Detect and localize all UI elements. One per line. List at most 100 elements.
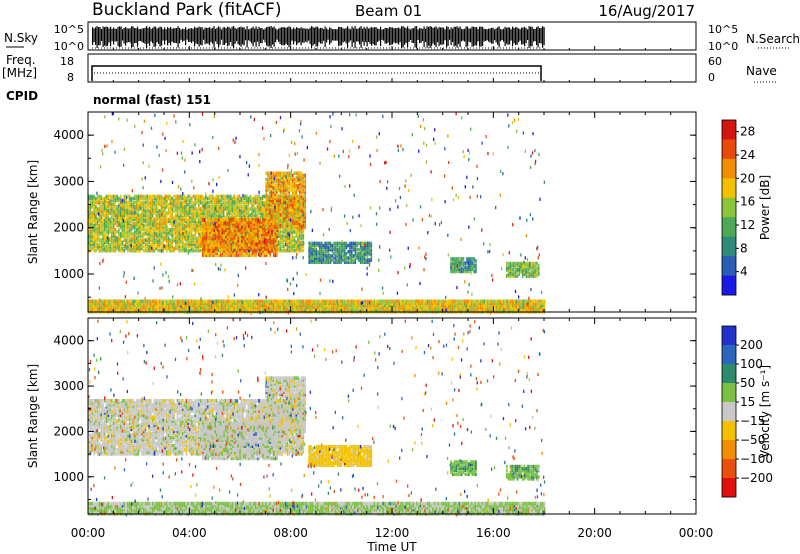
data-cell	[288, 238, 290, 242]
data-cell	[95, 244, 97, 249]
data-cell	[267, 228, 270, 233]
data-cell	[262, 240, 264, 245]
data-cell	[237, 230, 240, 235]
data-cell	[295, 171, 298, 176]
data-cell	[111, 202, 113, 207]
data-cell	[190, 236, 193, 240]
data-cell	[174, 236, 177, 240]
data-cell	[187, 213, 189, 217]
data-cell	[225, 228, 227, 233]
data-cell	[166, 221, 168, 226]
data-cell	[137, 232, 140, 236]
data-cell	[235, 202, 237, 207]
data-cell	[268, 192, 271, 196]
data-cell	[153, 227, 156, 232]
nsky-bar	[93, 28, 95, 43]
data-cell	[162, 207, 165, 211]
data-cell	[118, 238, 120, 242]
data-cell	[100, 232, 103, 236]
nsky-bar	[503, 28, 505, 42]
data-cell	[466, 257, 468, 261]
data-cell	[114, 246, 117, 251]
data-cell	[148, 234, 150, 238]
data-cell	[277, 179, 280, 184]
data-cell	[462, 267, 465, 272]
nsky-bar	[434, 27, 436, 46]
data-cell	[279, 173, 282, 178]
data-cell	[107, 217, 110, 222]
data-cell	[111, 219, 113, 224]
data-cell	[274, 179, 276, 184]
data-cell	[236, 213, 239, 217]
data-cell	[297, 246, 299, 251]
data-cell	[91, 234, 94, 238]
data-cell	[267, 236, 269, 240]
nsky-bar	[305, 28, 307, 42]
data-cell	[241, 230, 243, 235]
data-cell	[253, 249, 256, 253]
nsky-bar	[314, 27, 316, 44]
data-cell	[216, 226, 218, 230]
data-cell	[93, 198, 95, 203]
data-cell	[137, 244, 140, 249]
data-cell	[178, 244, 181, 249]
data-cell	[279, 240, 282, 245]
data-cell	[256, 198, 259, 203]
data-cell	[116, 244, 118, 249]
nsky-bar	[171, 28, 173, 42]
data-cell	[207, 234, 209, 239]
data-cell	[176, 213, 179, 217]
nsky-bar	[509, 27, 511, 45]
data-cell	[208, 211, 211, 215]
data-cell	[139, 213, 142, 217]
data-cell	[221, 228, 224, 233]
data-cell	[268, 198, 271, 203]
data-cell	[258, 243, 261, 247]
nsky-bar	[300, 27, 302, 46]
data-cell	[293, 244, 296, 249]
data-cell	[209, 226, 211, 230]
data-cell	[189, 217, 191, 222]
data-cell	[173, 232, 175, 236]
data-cell	[223, 238, 225, 243]
data-cell	[237, 236, 240, 241]
data-cell	[142, 211, 145, 215]
data-cell	[119, 225, 122, 230]
nsky-bar	[177, 26, 179, 48]
data-cell	[471, 261, 474, 265]
data-cell	[185, 238, 188, 242]
nsky-bar	[510, 29, 512, 41]
data-cell	[205, 228, 208, 233]
data-cell	[132, 246, 134, 251]
data-cell	[260, 243, 263, 247]
nsky-bar	[197, 27, 199, 45]
data-cell	[201, 215, 204, 220]
data-cell	[103, 209, 106, 213]
data-cell	[263, 194, 266, 199]
data-cell	[304, 179, 306, 184]
data-cell	[205, 194, 207, 199]
data-cell	[260, 251, 263, 255]
data-cell	[127, 215, 129, 220]
data-cell	[228, 205, 230, 209]
data-cell	[235, 209, 237, 213]
data-cell	[107, 238, 110, 242]
data-cell	[291, 208, 294, 213]
data-cell	[219, 253, 222, 258]
data-cell	[241, 218, 243, 222]
data-cell	[105, 236, 108, 240]
data-cell	[150, 213, 152, 217]
data-cell	[123, 217, 126, 222]
data-cell	[166, 238, 168, 242]
data-cell	[221, 196, 223, 201]
data-cell	[116, 215, 118, 220]
nsky-bar	[135, 28, 137, 44]
data-cell	[183, 246, 186, 251]
data-cell	[169, 242, 172, 247]
data-cell	[207, 247, 209, 251]
data-cell	[89, 217, 92, 222]
data-cell	[232, 249, 234, 253]
data-cell	[181, 215, 184, 220]
data-cell	[111, 244, 113, 249]
data-cell	[130, 202, 133, 207]
